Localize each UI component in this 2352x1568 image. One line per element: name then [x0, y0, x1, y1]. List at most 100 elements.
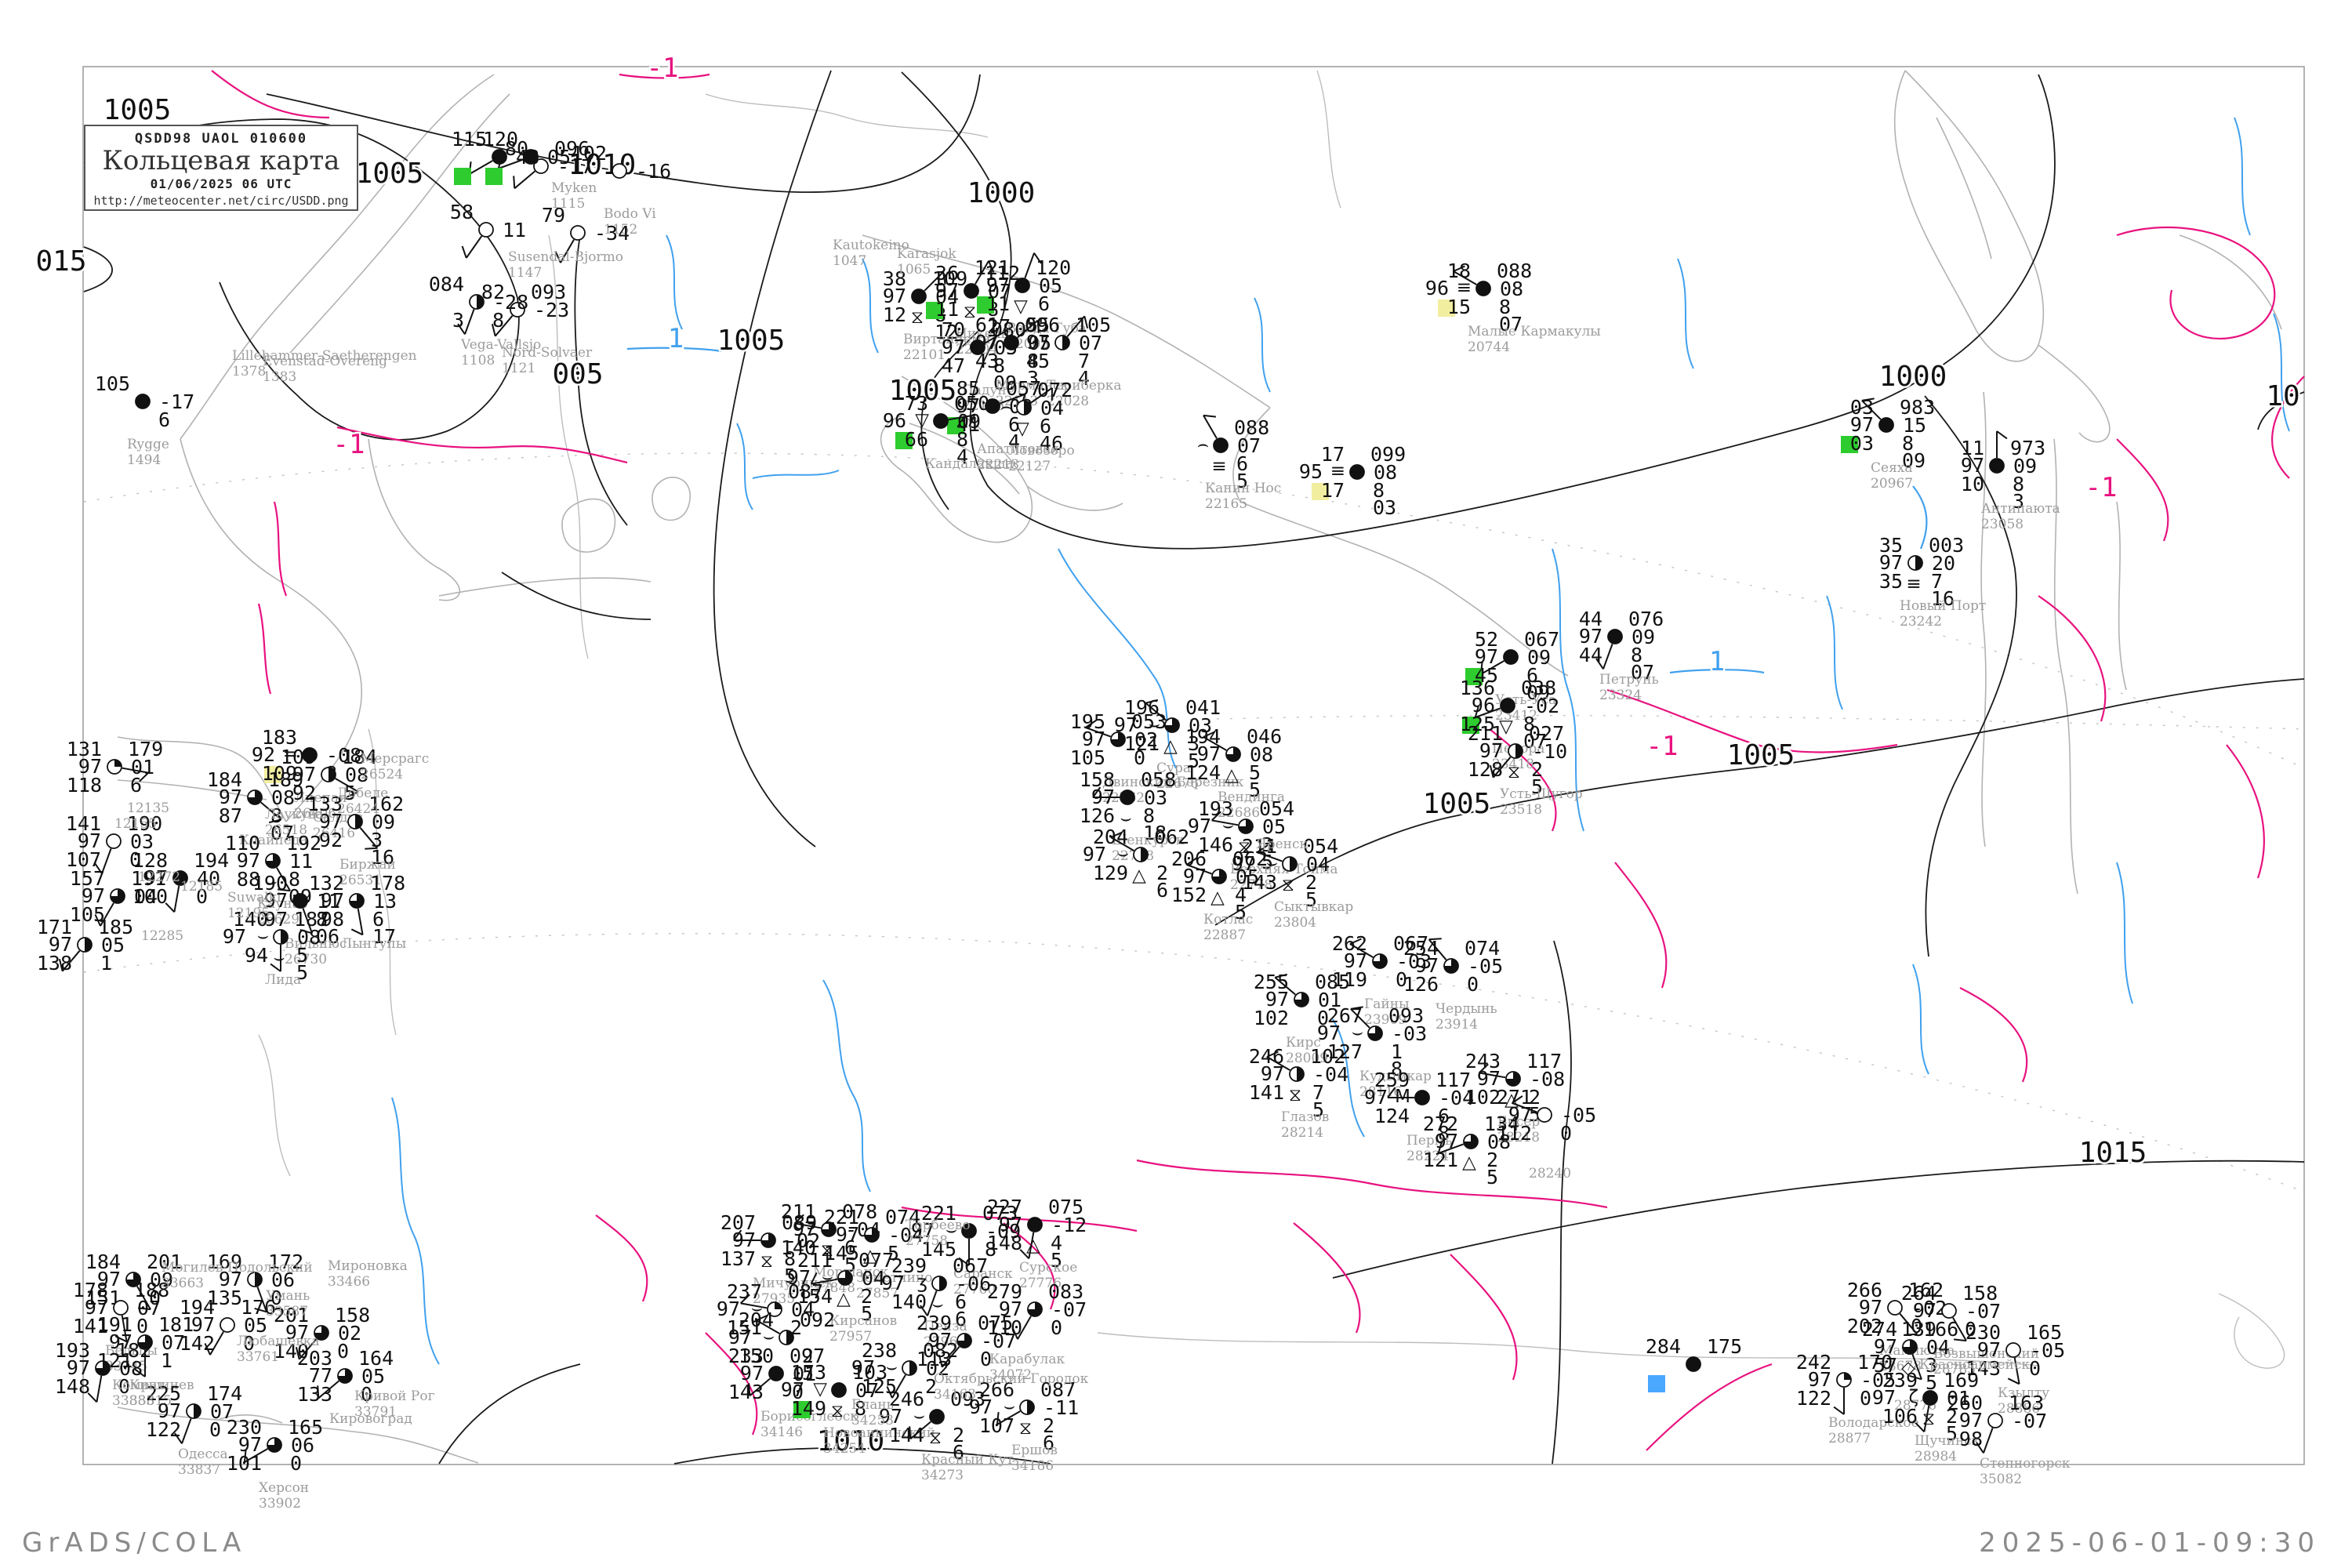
visibility-value: 97 — [1261, 1062, 1284, 1085]
isallobars-rising-layer — [626, 347, 1928, 674]
cloud-amount-value: 0 — [2029, 1357, 2041, 1380]
visibility-value: 97 — [238, 1433, 262, 1456]
isallobar-value-label: -1 — [647, 53, 679, 84]
cloud-cover-circle — [1414, 1090, 1430, 1105]
station-index: 22101 — [903, 347, 946, 363]
pressure-value: 192 — [286, 832, 321, 855]
weather-symbol: ▽ — [915, 410, 929, 430]
wind-barb — [1000, 394, 1025, 405]
dewpoint-value: 128 — [1468, 758, 1503, 781]
temperature-value: 102 — [572, 142, 607, 165]
wind-barb-feather — [165, 902, 176, 913]
dewpoint-value: 137 — [720, 1247, 756, 1270]
wind-barb — [1492, 757, 1512, 779]
pressure-tendency-value: 07 — [1237, 434, 1261, 457]
temperature-value: 173 — [791, 1361, 826, 1384]
place-name: Октябрьский Городок — [934, 1371, 1089, 1387]
wind-barb-feather — [1350, 1006, 1363, 1010]
weather-symbol: = — [283, 744, 298, 764]
station-index: 22887 — [1203, 927, 1246, 943]
cloud-cover-circle — [970, 339, 985, 355]
isobar-value-label: 1005 — [717, 325, 786, 357]
temperature-value: 271 — [1497, 1086, 1532, 1109]
station-index: 33837 — [178, 1462, 220, 1478]
cloud-amount-value: 8 — [1373, 479, 1385, 502]
dewpoint-value: 129 — [1093, 862, 1128, 884]
dewpoint-value: 121 — [1423, 1149, 1458, 1171]
place-index: 12185 — [180, 879, 223, 895]
dewpoint-value: 03 — [1850, 432, 1874, 455]
pressure-tendency-value: 05 — [361, 1365, 385, 1388]
temperature-value: 243 — [1465, 1050, 1501, 1073]
isallobar-value-label: 1 — [668, 323, 684, 354]
place-name: Lillehammer-Saetherengen — [232, 348, 417, 364]
visibility-value: 97 — [999, 1213, 1022, 1236]
dewpoint-value: 119 — [1332, 968, 1367, 991]
place-index: 1065 — [897, 262, 931, 278]
pressure-tendency-value: -02 — [1911, 1297, 1947, 1319]
cloud-amount-value: 0 — [361, 1383, 372, 1406]
wind-barb-feather — [1186, 857, 1198, 866]
wind-barb — [2013, 1357, 2020, 1385]
dewpoint-value: 125 — [1460, 713, 1495, 735]
pressure-tendency-value: 07 — [137, 1297, 161, 1319]
place-name: Елань — [851, 1397, 894, 1413]
pressure-value: 182 — [116, 1339, 151, 1362]
pressure-value: 191 — [131, 867, 166, 890]
dewpoint-value: 98 — [321, 908, 344, 931]
place-index: 26518 — [265, 822, 307, 838]
dewpoint-value: 154 — [797, 1285, 833, 1308]
station-index: 23242 — [1900, 614, 1942, 630]
visibility-value: 97 — [1435, 1130, 1458, 1152]
temperature-value: 203 — [297, 1347, 332, 1370]
pressure-tendency-value: -16 — [636, 160, 671, 183]
pressure-tendency-value: 03 — [1189, 714, 1212, 737]
visibility-value: 97 — [285, 1321, 309, 1344]
station-index: 28009 — [1286, 1051, 1328, 1066]
cloud-cover-fill — [350, 894, 364, 908]
visibility-value: 97 — [942, 336, 965, 358]
cloud-height-value: 18 — [1143, 822, 1167, 844]
wind-barb — [996, 1410, 1021, 1425]
visibility-value: 97 — [67, 1356, 90, 1379]
temperature-value: 140 — [233, 908, 268, 931]
pressure-value: 165 — [288, 1416, 323, 1439]
isobar-value-label: 1005 — [889, 375, 957, 407]
precip-marker-green — [895, 432, 913, 449]
dewpoint-value: 145 — [824, 1242, 859, 1265]
wind-barb-feather — [1953, 1338, 1967, 1342]
temperature-value: 157 — [70, 867, 105, 890]
pressure-tendency-value: 05 — [1236, 866, 1259, 888]
wind-barb — [749, 1377, 771, 1397]
cloud-cover-circle — [220, 1317, 235, 1333]
pressure-value: 074 — [885, 1206, 920, 1229]
dewpoint-value: 107 — [66, 848, 101, 871]
wind-barb — [260, 801, 282, 821]
station-name: Rygge — [127, 437, 169, 452]
isobar-value-label: 1000 — [1879, 361, 1947, 393]
pressure-value: 134 — [1484, 1112, 1519, 1135]
visibility-value: 97 — [158, 1399, 181, 1422]
pressure-value: 166 — [1923, 1318, 1958, 1341]
wind-barb — [1480, 660, 1504, 675]
station-name: Саранск — [953, 1266, 1013, 1282]
wind-barb-feather — [204, 1343, 211, 1356]
visibility-value: 97 — [1475, 645, 1498, 668]
dewpoint-value: 101 — [227, 1452, 262, 1475]
visibility-value: 97 — [144, 866, 168, 889]
wind-barb — [909, 1421, 931, 1440]
cloud-cover-circle — [113, 1300, 129, 1316]
temperature-value: 272 — [1423, 1112, 1458, 1135]
dewpoint-value: 138 — [37, 952, 72, 975]
cloud-amount-value: 6 — [1526, 664, 1538, 687]
